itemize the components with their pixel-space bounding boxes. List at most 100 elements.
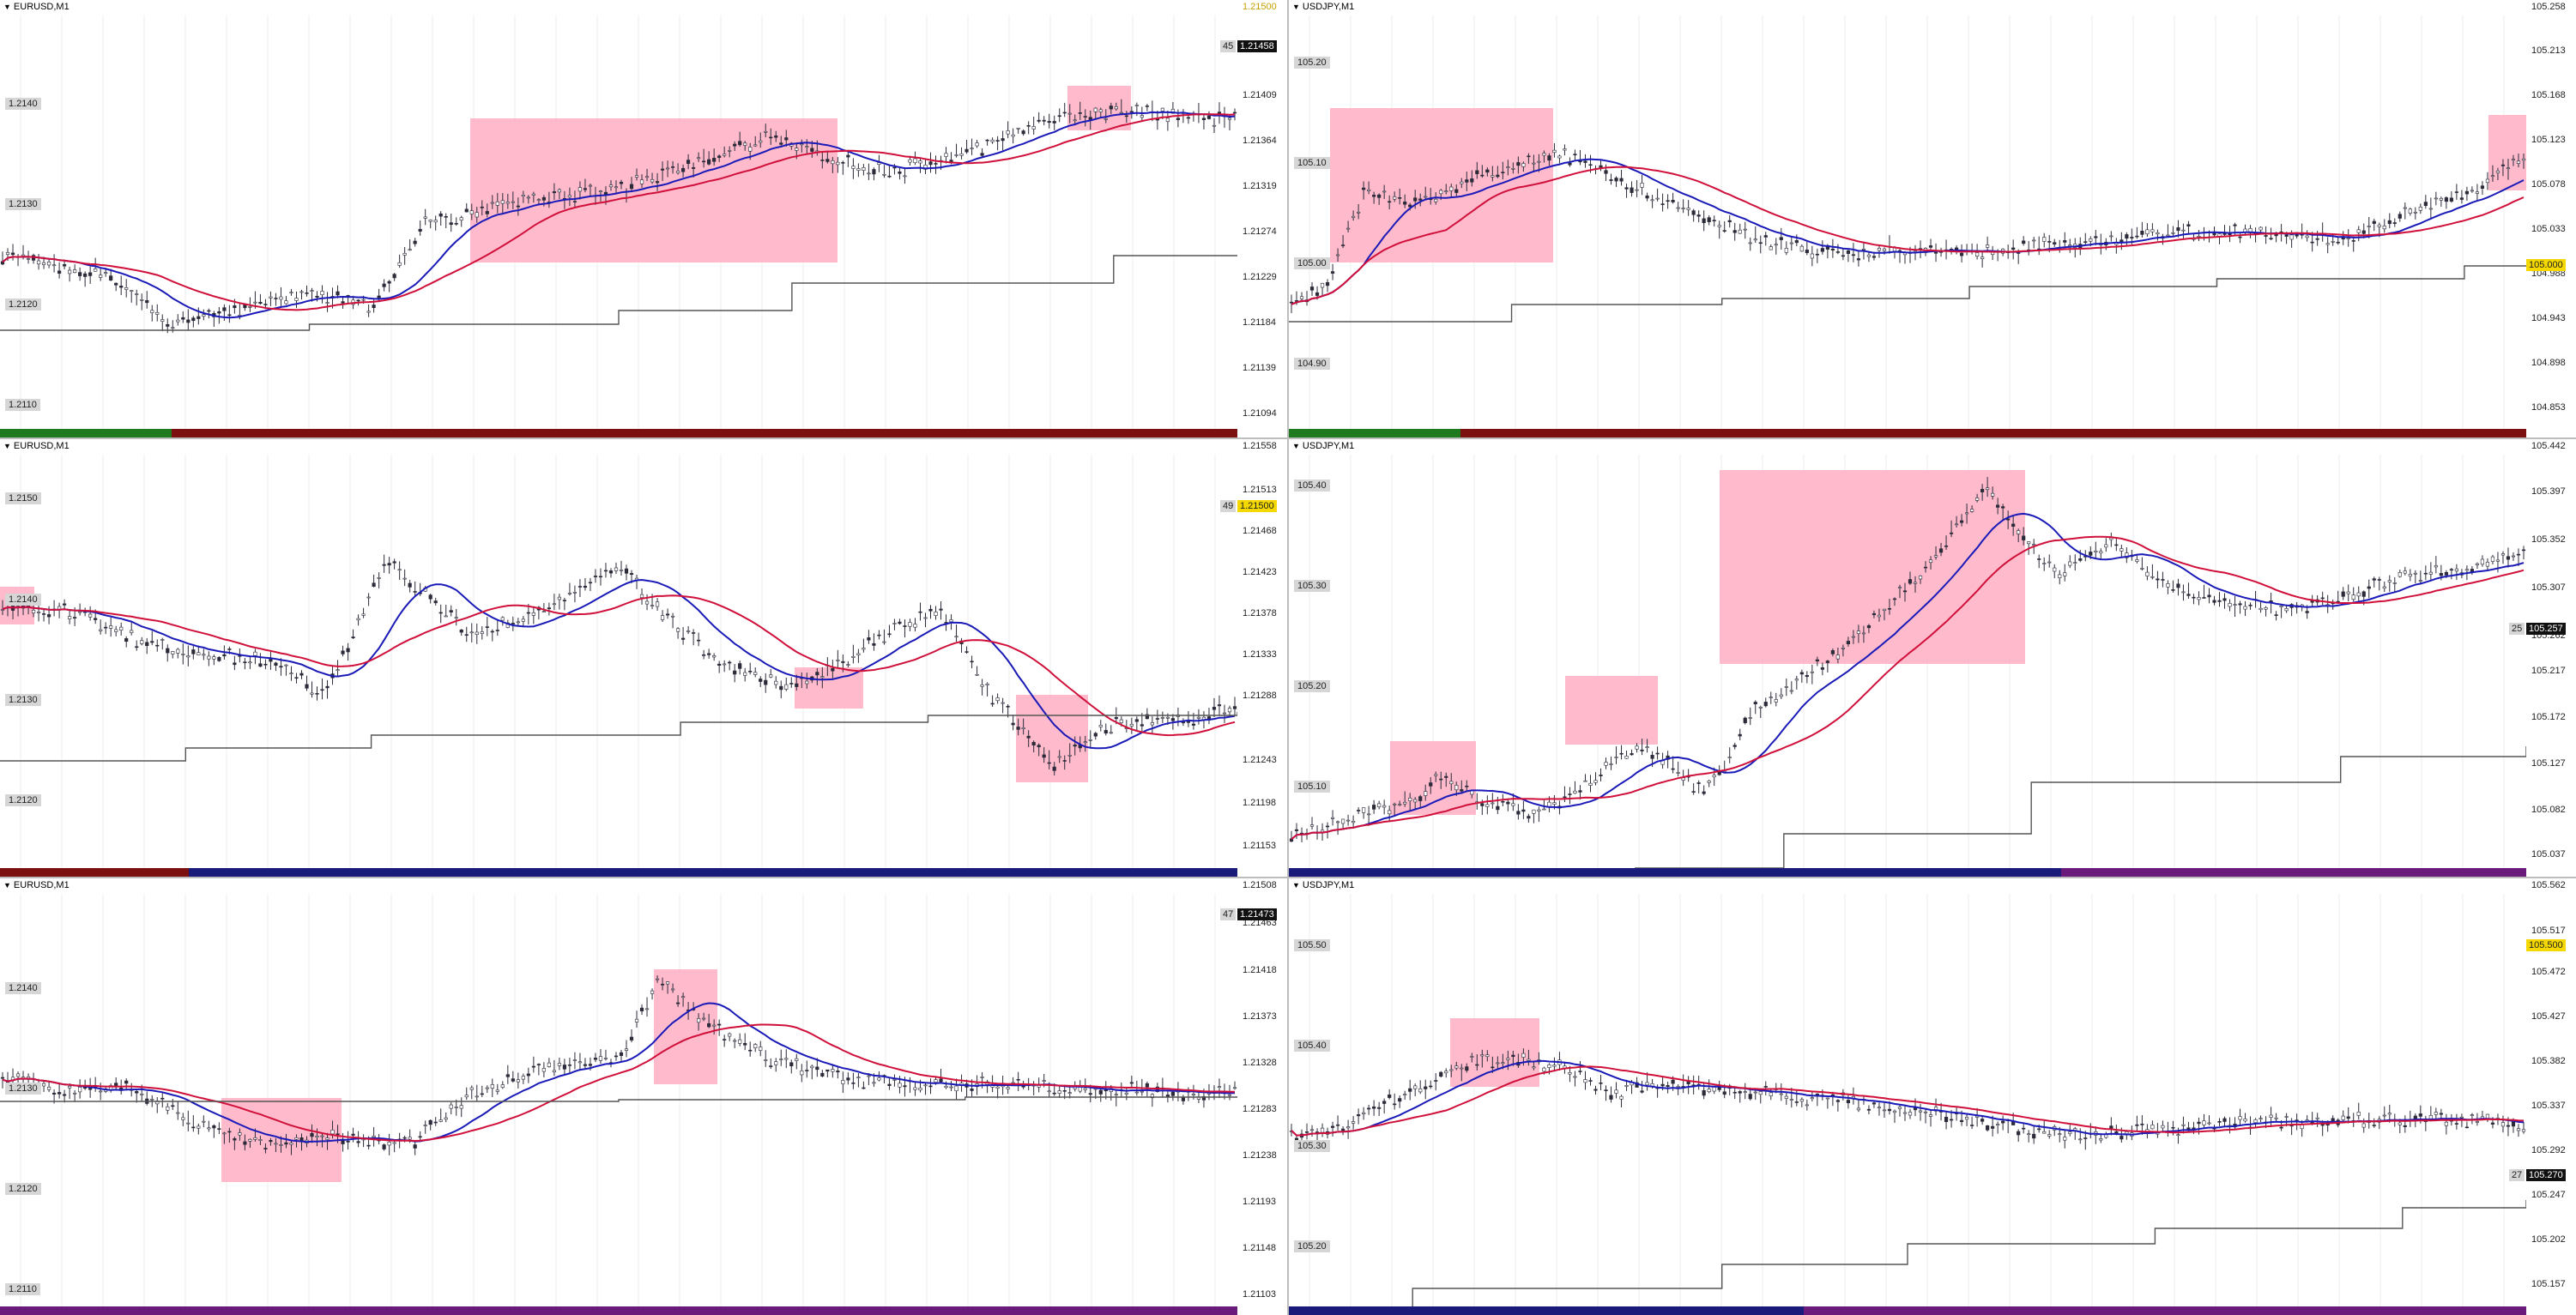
chart-pane-usdjpy-1[interactable]: ▼ USDJPY,M1 105.258 105.213 105.168 105.1… [1289, 0, 2576, 437]
level-label: 105.20 [1294, 1240, 1330, 1252]
symbol-label: USDJPY,M1 [1302, 880, 1355, 890]
price-chart[interactable] [0, 439, 1237, 877]
level-label: 1.2120 [5, 1183, 41, 1195]
level-label: 1.2130 [5, 198, 41, 210]
level-label: 105.50 [1294, 939, 1330, 951]
level-label: 1.2110 [5, 1283, 40, 1295]
scale-tick: 105.292 [2531, 1145, 2566, 1155]
pane-divider[interactable] [0, 877, 2576, 878]
scale-tick: 104.943 [2531, 313, 2566, 323]
collapse-triangle-icon[interactable]: ▼ [1292, 881, 1300, 890]
price-scale[interactable]: 105.258 105.213 105.168 105.123 105.078 … [2526, 0, 2576, 437]
level-label: 1.2130 [5, 694, 41, 706]
scale-tick: 104.898 [2531, 358, 2566, 368]
scale-tick: 1.21463 [1243, 918, 1277, 928]
scale-tick: 1.21238 [1243, 1150, 1277, 1161]
scale-tick: 105.127 [2531, 758, 2566, 769]
collapse-triangle-icon[interactable]: ▼ [1292, 3, 1300, 11]
chart-title: ▼ EURUSD,M1 [0, 439, 1287, 453]
symbol-label: EURUSD,M1 [13, 2, 70, 12]
scale-tick: 104.853 [2531, 402, 2566, 413]
time-axis [1289, 868, 2526, 877]
scale-tick: 105.472 [2531, 967, 2566, 977]
current-price-tag: 1.21473 [1237, 908, 1277, 920]
scale-tick: 1.21184 [1243, 317, 1276, 328]
scale-tick: 105.562 [2531, 880, 2566, 890]
scale-tick: 105.517 [2531, 926, 2566, 936]
scale-tick: 105.202 [2531, 1234, 2566, 1245]
level-label: 105.20 [1294, 680, 1330, 692]
scale-tick: 105.082 [2531, 805, 2566, 815]
scale-tick: 105.037 [2531, 849, 2566, 860]
level-label: 105.00 [1294, 257, 1330, 269]
level-label: 105.30 [1294, 1140, 1330, 1152]
collapse-triangle-icon[interactable]: ▼ [3, 3, 11, 11]
collapse-triangle-icon[interactable]: ▼ [3, 881, 11, 890]
chart-pane-eurusd-1[interactable]: ▼ EURUSD,M1 1.21500 1.21409 1.21364 1.213… [0, 0, 1287, 437]
scale-tick: 1.21229 [1243, 272, 1277, 282]
symbol-label: USDJPY,M1 [1302, 2, 1355, 12]
scale-tick: 105.247 [2531, 1190, 2566, 1200]
chart-pane-eurusd-2[interactable]: ▼ EURUSD,M1 1.21558 1.21513 1.21468 1.214… [0, 439, 1287, 877]
pane-divider[interactable] [1287, 0, 1289, 1315]
level-label: 105.10 [1294, 157, 1330, 169]
scale-tick: 1.21198 [1243, 798, 1276, 808]
level-label: 105.10 [1294, 781, 1330, 793]
price-scale[interactable]: 105.442 105.397 105.352 105.307 105.262 … [2526, 439, 2576, 877]
level-label: 105.30 [1294, 580, 1330, 592]
scale-tick: 105.123 [2531, 135, 2566, 145]
price-chart[interactable] [1289, 878, 2526, 1315]
time-axis [0, 868, 1237, 877]
price-scale[interactable]: 105.562 105.517 105.472 105.427 105.382 … [2526, 878, 2576, 1315]
scale-tick: 1.21373 [1243, 1011, 1277, 1022]
scale-tick: 1.21288 [1243, 691, 1277, 701]
current-price-tag: 1.21458 [1237, 40, 1277, 52]
scale-tick: 1.21148 [1243, 1243, 1276, 1253]
scale-tick: 1.21508 [1243, 880, 1277, 890]
price-scale[interactable]: 1.21500 1.21409 1.21364 1.21319 1.21274 … [1237, 0, 1287, 437]
price-scale[interactable]: 1.21508 1.21463 1.21418 1.21373 1.21328 … [1237, 878, 1287, 1315]
scale-tick: 1.21103 [1243, 1289, 1276, 1300]
scale-tick: 105.352 [2531, 534, 2566, 545]
price-chart[interactable] [0, 878, 1237, 1315]
chart-pane-usdjpy-2[interactable]: ▼ USDJPY,M1 105.442 105.397 105.352 105.3… [1289, 439, 2576, 877]
scale-tick: 1.21274 [1243, 226, 1277, 237]
scale-tick: 105.033 [2531, 224, 2566, 234]
collapse-triangle-icon[interactable]: ▼ [3, 442, 11, 450]
chart-title: ▼ EURUSD,M1 [0, 0, 1287, 14]
chart-pane-usdjpy-3[interactable]: ▼ USDJPY,M1 105.562 105.517 105.472 105.4… [1289, 878, 2576, 1315]
chart-pane-eurusd-3[interactable]: ▼ EURUSD,M1 1.21508 1.21463 1.21418 1.213… [0, 878, 1287, 1315]
pane-divider[interactable] [0, 437, 2576, 439]
scale-tick: 1.21500 [1243, 2, 1277, 12]
current-price-tag: 105.000 [2526, 259, 2566, 271]
scale-tick: 105.307 [2531, 582, 2566, 593]
scale-tick: 1.21319 [1243, 181, 1277, 191]
scale-tick: 1.21409 [1243, 90, 1277, 100]
scale-tick: 105.442 [2531, 441, 2566, 451]
scale-tick: 105.213 [2531, 45, 2566, 56]
chart-title: ▼ USDJPY,M1 [1289, 439, 2576, 453]
scale-tick: 1.21139 [1243, 363, 1276, 373]
scale-tick: 1.21153 [1243, 841, 1276, 851]
scale-tick: 105.172 [2531, 712, 2566, 722]
chart-title: ▼ USDJPY,M1 [1289, 0, 2576, 14]
tick-count: 45 [1220, 40, 1237, 52]
price-chart[interactable] [1289, 439, 2526, 877]
chart-title: ▼ EURUSD,M1 [0, 878, 1287, 892]
scale-tick: 1.21513 [1243, 485, 1277, 495]
price-chart[interactable] [1289, 0, 2526, 437]
symbol-label: EURUSD,M1 [13, 880, 70, 890]
scale-tick: 105.217 [2531, 666, 2566, 676]
current-price-tag: 105.257 [2526, 623, 2566, 635]
time-axis [0, 429, 1237, 437]
scale-tick: 1.21423 [1243, 567, 1277, 577]
symbol-label: USDJPY,M1 [1302, 441, 1355, 451]
collapse-triangle-icon[interactable]: ▼ [1292, 442, 1300, 450]
level-label: 1.2140 [5, 982, 41, 994]
price-chart[interactable] [0, 0, 1237, 437]
price-scale[interactable]: 1.21558 1.21513 1.21468 1.21423 1.21378 … [1237, 439, 1287, 877]
scale-tick: 1.21468 [1243, 526, 1277, 536]
scale-tick: 105.382 [2531, 1056, 2566, 1066]
chart-title: ▼ USDJPY,M1 [1289, 878, 2576, 892]
scale-tick: 1.21243 [1243, 755, 1277, 765]
